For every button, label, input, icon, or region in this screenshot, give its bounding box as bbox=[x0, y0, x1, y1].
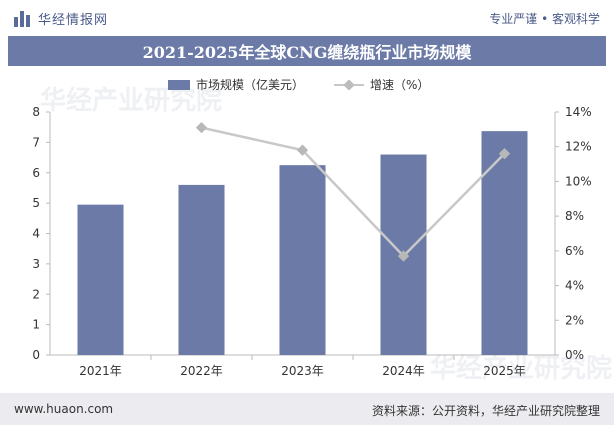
y-left-tick-label: 8 bbox=[32, 105, 40, 119]
chart-legend: 市场规模（亿美元） 增速（%） bbox=[168, 76, 451, 93]
y-left-tick-label: 7 bbox=[32, 135, 40, 149]
brand-name: 华经情报网 bbox=[38, 13, 109, 28]
y-right-tick-label: 4% bbox=[565, 279, 584, 293]
legend-bar-swatch bbox=[168, 79, 190, 90]
x-tick-label: 2024年 bbox=[382, 364, 425, 378]
growth-point bbox=[296, 144, 309, 156]
brand-logo-icon bbox=[14, 10, 32, 27]
y-right-tick-label: 0% bbox=[565, 348, 584, 362]
legend-item-line: 增速（%） bbox=[334, 76, 429, 93]
bar bbox=[77, 204, 124, 355]
bar bbox=[481, 131, 528, 355]
growth-point bbox=[498, 148, 511, 160]
x-tick-label: 2021年 bbox=[79, 364, 122, 378]
y-left-tick-label: 4 bbox=[32, 227, 40, 241]
chart-title: 2021-2025年全球CNG缠绕瓶行业市场规模 bbox=[142, 43, 472, 62]
y-right-tick-label: 6% bbox=[565, 244, 584, 258]
legend-item-bar: 市场规模（亿美元） bbox=[168, 76, 304, 93]
y-right-tick-label: 10% bbox=[565, 174, 592, 188]
bar bbox=[279, 165, 326, 355]
brand: 华经情报网 bbox=[14, 9, 108, 28]
title-band: 2021-2025年全球CNG缠绕瓶行业市场规模 bbox=[8, 36, 606, 66]
y-left-tick-label: 5 bbox=[32, 196, 40, 210]
x-tick-label: 2025年 bbox=[483, 364, 526, 378]
top-header: 华经情报网 专业严谨 • 客观科学 bbox=[0, 0, 614, 34]
y-right-tick-label: 8% bbox=[565, 209, 584, 223]
y-left-tick-label: 3 bbox=[32, 257, 40, 271]
y-right-tick-label: 12% bbox=[565, 140, 592, 154]
y-left-tick-label: 1 bbox=[32, 318, 40, 332]
slogan: 专业严谨 • 客观科学 bbox=[489, 12, 600, 26]
growth-line bbox=[201, 126, 506, 258]
y-left-tick-label: 6 bbox=[32, 166, 40, 180]
bar bbox=[178, 184, 225, 355]
growth-point bbox=[195, 121, 208, 134]
footer: www.huaon.com 资料来源：公开资料，华经产业研究院整理 bbox=[0, 393, 614, 425]
legend-line-label: 增速（%） bbox=[370, 78, 430, 92]
footer-site: www.huaon.com bbox=[14, 402, 114, 416]
chart-area: 0 1 2 3 4 5 6 7 8 0% 2% 4% 6% 8% 10% 12% 14% 2021年 2022年 20… bbox=[32, 105, 592, 378]
legend-line-swatch bbox=[334, 79, 365, 90]
y-left-tick-label: 2 bbox=[32, 287, 40, 301]
legend-bar-label: 市场规模（亿美元） bbox=[196, 78, 305, 92]
y-right-tick-label: 2% bbox=[565, 313, 584, 327]
y-right-tick-label: 14% bbox=[565, 105, 592, 119]
footer-source: 资料来源：公开资料，华经产业研究院整理 bbox=[371, 404, 600, 418]
x-tick-label: 2023年 bbox=[281, 364, 324, 378]
y-left-tick-label: 0 bbox=[32, 348, 40, 362]
x-tick-label: 2022年 bbox=[180, 364, 223, 378]
